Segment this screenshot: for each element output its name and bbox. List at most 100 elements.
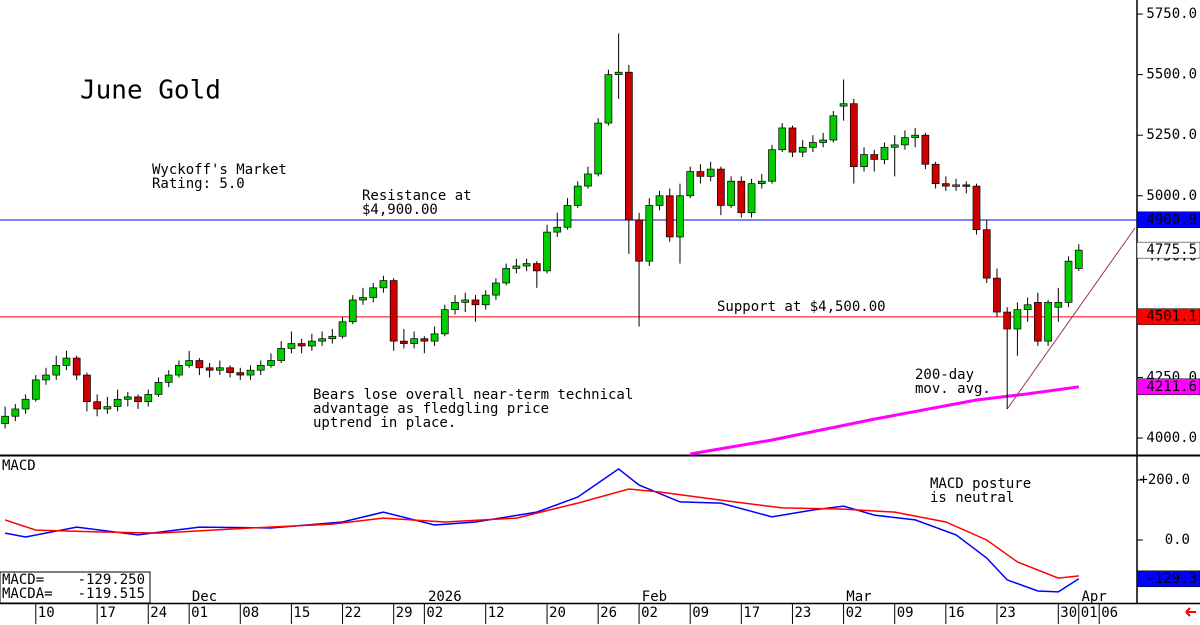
- candle-body: [144, 394, 153, 403]
- price-callout: [1136, 308, 1200, 325]
- rating: Wyckoff's Market: [152, 162, 287, 178]
- candle-body: [952, 184, 960, 187]
- candle-body: [706, 168, 715, 177]
- readout-box: [0, 571, 151, 604]
- x-tick-label: 23: [794, 605, 811, 621]
- candle-body: [809, 142, 817, 148]
- candle-body: [164, 374, 173, 383]
- price-callout-label: 4501.1: [1146, 309, 1197, 325]
- x-tick-label: 06: [1101, 605, 1118, 621]
- rating: Rating: 5.0: [152, 176, 245, 192]
- price-callout-label: 4211.6: [1146, 379, 1197, 395]
- y-tick-label: 4000.0: [1146, 430, 1197, 446]
- candle-body: [1054, 302, 1063, 308]
- x-tick-label: 02: [641, 605, 658, 621]
- x-tick-label: 08: [242, 605, 259, 621]
- candle-body: [308, 340, 316, 347]
- candle-body: [655, 195, 664, 206]
- y-tick-label: 5750.0: [1146, 6, 1197, 22]
- candle-body: [1003, 311, 1012, 330]
- candle-body: [461, 299, 470, 303]
- candle-body: [1023, 304, 1032, 310]
- price-callout: [1136, 570, 1200, 588]
- candle-body: [941, 183, 950, 187]
- candle-body: [93, 401, 101, 410]
- macd-title: MACD: [2, 458, 36, 474]
- candle-body: [1044, 302, 1052, 342]
- candle-body: [911, 134, 920, 138]
- macd-line: [4, 467, 1080, 593]
- candle-body: [982, 229, 991, 279]
- candle-body: [205, 367, 214, 371]
- candle-body: [267, 360, 275, 366]
- candle-body: [614, 71, 623, 75]
- price-callout-label: 4775.5: [1146, 242, 1197, 258]
- candle-body: [21, 398, 30, 410]
- moving-average: [689, 385, 1080, 456]
- y-tick-label: +200.0: [1139, 472, 1190, 488]
- macd-line: [4, 488, 1079, 579]
- candle-body: [901, 137, 909, 146]
- ma-label: 200-day: [915, 367, 974, 383]
- candle-body: [410, 338, 418, 344]
- candle-body: [573, 185, 582, 206]
- candle-body: [890, 144, 899, 148]
- candle-body: [1074, 249, 1083, 269]
- candle-body: [665, 195, 674, 238]
- candle-body: [819, 139, 827, 143]
- candle-body: [972, 185, 981, 231]
- month-label: Mar: [846, 589, 871, 605]
- candle-body: [297, 343, 306, 347]
- candle-body: [287, 343, 296, 349]
- x-tick-label: 29: [396, 605, 413, 621]
- candle-body: [860, 154, 868, 168]
- candle-body: [645, 205, 654, 262]
- candle-body: [72, 357, 81, 376]
- x-tick-label: 16: [948, 605, 965, 621]
- candle-body: [175, 365, 183, 376]
- candle-body: [563, 205, 572, 228]
- candle-body: [348, 299, 357, 323]
- x-tick-label: 02: [846, 605, 863, 621]
- candle-body: [757, 180, 766, 184]
- commentary: uptrend in place.: [313, 415, 456, 431]
- readout-value: -129.250: [78, 572, 145, 588]
- candle-body: [430, 333, 439, 342]
- month-label: 2026: [428, 589, 462, 605]
- candle-body: [1, 415, 9, 424]
- x-tick-label: 17: [99, 605, 116, 621]
- candle-body: [839, 103, 848, 107]
- price-callout: [1136, 378, 1200, 396]
- candle-body: [481, 294, 490, 306]
- candle-body: [440, 309, 449, 335]
- candle-body: [277, 348, 286, 361]
- candle-body: [696, 171, 705, 177]
- candle-body: [829, 115, 838, 141]
- price-callout: [1136, 241, 1200, 259]
- candle-body: [553, 226, 562, 233]
- candle-body: [256, 365, 265, 371]
- candle-body: [1034, 302, 1042, 342]
- candle-body: [635, 219, 643, 262]
- candle-body: [1013, 309, 1022, 330]
- candle-body: [717, 168, 725, 206]
- candle-body: [993, 277, 1001, 313]
- x-tick-label: 24: [150, 605, 167, 621]
- candle-body: [420, 338, 429, 342]
- x-tick-label: 23: [999, 605, 1016, 621]
- arrow-icon: [1185, 607, 1196, 617]
- x-tick-label: 01: [191, 605, 208, 621]
- candle-body: [471, 299, 480, 306]
- candle-body: [369, 287, 378, 298]
- readout-name: MACDA=: [2, 586, 53, 602]
- ma-label: mov. avg.: [915, 381, 991, 397]
- x-tick-label: 09: [897, 605, 914, 621]
- candle-body: [154, 381, 163, 395]
- x-tick-label: 01: [1081, 605, 1098, 621]
- candle-body: [788, 127, 797, 153]
- candle-body: [236, 372, 245, 376]
- candle-body: [31, 379, 40, 400]
- month-label: Dec: [192, 589, 217, 605]
- candle-body: [931, 163, 940, 184]
